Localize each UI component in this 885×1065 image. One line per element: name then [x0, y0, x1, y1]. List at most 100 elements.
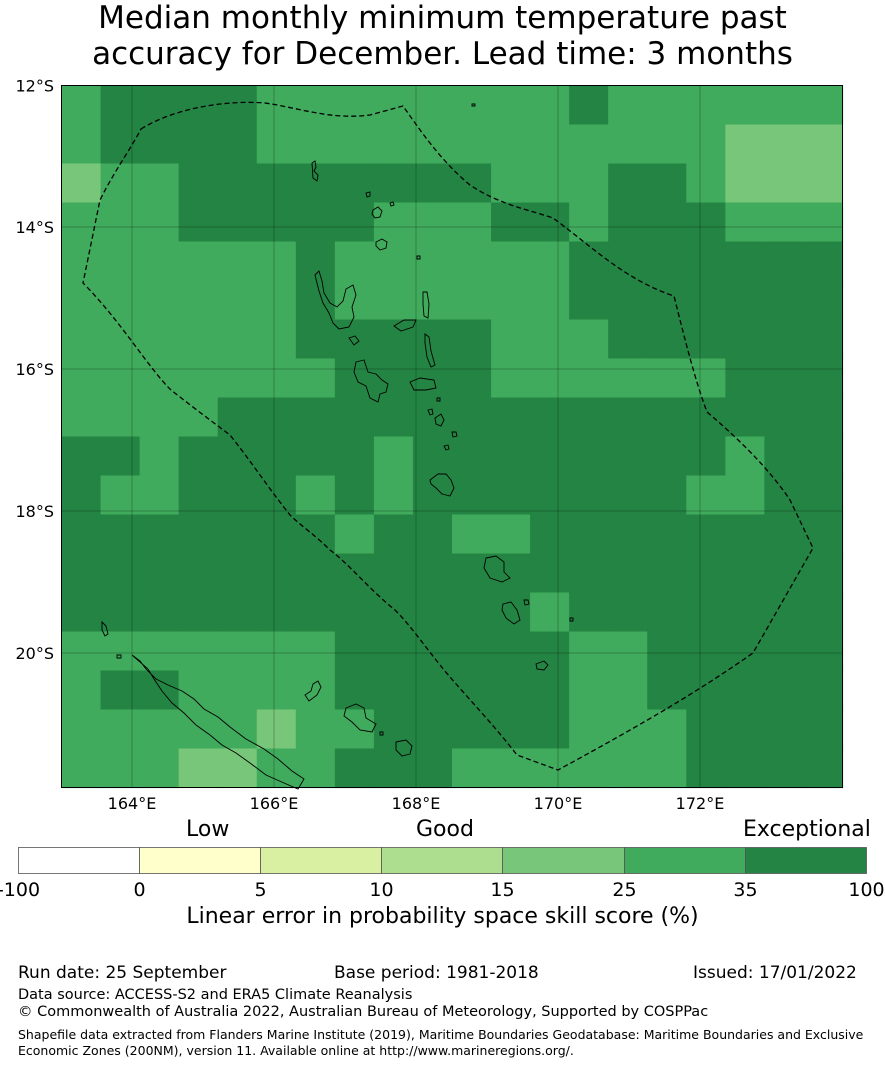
grid-cell: [569, 631, 609, 672]
grid-cell: [608, 241, 648, 282]
grid-cell: [256, 748, 297, 789]
grid-cell: [491, 241, 531, 282]
colorbar-segment: [624, 847, 746, 874]
grid-cell: [686, 124, 726, 165]
grid-cell: [686, 397, 726, 438]
grid-cell: [139, 124, 180, 165]
grid-cell: [100, 280, 141, 321]
grid-cell: [373, 553, 414, 594]
skill-grid: [61, 85, 844, 789]
grid-cell: [491, 202, 531, 243]
eez-boundary: [82, 101, 814, 771]
colorbar-tick-label: 25: [612, 879, 636, 900]
grid-cell: [725, 163, 765, 204]
grid-cell: [725, 631, 765, 672]
grid-cell: [803, 553, 844, 594]
grid-cell: [725, 319, 765, 360]
grid-cell: [373, 280, 414, 321]
grid-cell: [295, 553, 336, 594]
grid-cell: [491, 709, 531, 750]
map-figure: 12°S 14°S 16°S 18°S 20°S 164°E 166°E 168°E 170°…: [0, 77, 885, 901]
grid-cell: [256, 670, 297, 711]
grid-cell: [178, 709, 219, 750]
grid-cell: [686, 631, 726, 672]
grid-cell: [452, 358, 492, 399]
grid-cell: [491, 124, 531, 165]
grid-cell: [61, 124, 102, 165]
grid-cell: [491, 163, 531, 204]
grid-cell: [647, 475, 687, 516]
grid-cell: [686, 592, 726, 633]
grid-cell: [295, 202, 336, 243]
grid-cell: [647, 514, 687, 555]
island-torres: [311, 160, 319, 182]
island-mota: [389, 201, 395, 207]
grid-cell: [61, 85, 102, 126]
grid-cell: [217, 475, 258, 516]
grid-cell: [61, 241, 102, 282]
island-malo: [348, 335, 360, 346]
grid-cell: [569, 202, 609, 243]
grid-cell: [764, 280, 805, 321]
grid-cell: [100, 241, 141, 282]
grid-cell: [764, 397, 805, 438]
grid-cell: [412, 319, 453, 360]
grid-cell: [178, 280, 219, 321]
grid-cell: [608, 592, 648, 633]
grid-cell: [452, 436, 492, 477]
grid-cell: [100, 553, 141, 594]
grid-cell: [217, 124, 258, 165]
grid-cell: [412, 397, 453, 438]
grid-cell: [334, 709, 375, 750]
grid-cell: [608, 475, 648, 516]
grid-cell: [412, 436, 453, 477]
grid-cell: [608, 514, 648, 555]
data-source: Data source: ACCESS-S2 and ERA5 Climate …: [18, 987, 413, 1003]
island-pentecost: [424, 333, 436, 368]
grid-cell: [217, 670, 258, 711]
colorbar-axis-label: Linear error in probability space skill …: [186, 904, 699, 929]
colorbar: [18, 847, 867, 874]
grid-cell: [764, 163, 805, 204]
grid-cell: [569, 280, 609, 321]
grid-cell: [256, 631, 297, 672]
grid-cell: [412, 592, 453, 633]
grid-cell: [803, 280, 844, 321]
island-ureparapara: [365, 191, 371, 198]
grid-cell: [725, 709, 765, 750]
grid-cell: [100, 85, 141, 126]
grid-cell: [178, 358, 219, 399]
grid-cell: [491, 670, 531, 711]
grid-cell: [139, 592, 180, 633]
grid-cell: [686, 475, 726, 516]
grid-cell: [725, 85, 765, 126]
grid-cell: [530, 319, 570, 360]
colorbar-segment: [381, 847, 503, 874]
grid-cell: [647, 709, 687, 750]
grid-cell: [373, 319, 414, 360]
grid-cell: [295, 514, 336, 555]
grid-cell: [764, 85, 805, 126]
grid-cell: [608, 280, 648, 321]
grid-cell: [178, 436, 219, 477]
grid-cell: [647, 397, 687, 438]
grid-cell: [256, 124, 297, 165]
grid-cell: [100, 436, 141, 477]
grid-cell: [608, 553, 648, 594]
grid-cell: [217, 202, 258, 243]
grid-cell: [647, 163, 687, 204]
grid-cell: [61, 358, 102, 399]
grid-cell: [725, 280, 765, 321]
map-title-line-2: accuracy for December. Lead time: 3 mont…: [92, 36, 793, 72]
colorbar-tick-label: 35: [733, 879, 757, 900]
grid-cell: [686, 436, 726, 477]
grid-cell: [334, 319, 375, 360]
colorbar-category-good: Good: [416, 817, 474, 842]
latitude-label: 16°S: [15, 360, 54, 379]
grid-cell: [412, 748, 453, 789]
run-date: Run date: 25 September: [18, 963, 227, 983]
grid-cell: [373, 163, 414, 204]
grid-cell: [61, 709, 102, 750]
grid-cell: [334, 241, 375, 282]
colorbar-segment: [139, 847, 261, 874]
